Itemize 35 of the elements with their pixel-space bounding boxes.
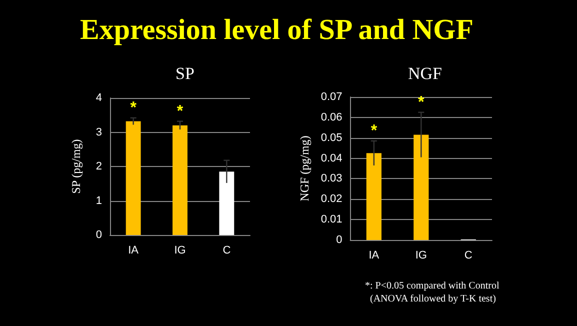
bar: [126, 121, 141, 235]
annotation: *: [176, 102, 184, 120]
y-tick-label: 0.06: [320, 111, 342, 124]
text: Expression level of SP and NGF: [79, 14, 474, 47]
bar: [219, 172, 234, 235]
bar: [366, 153, 382, 240]
annotation: *: [370, 122, 378, 140]
y-tick-label: 0: [336, 234, 342, 246]
chart-title: SP: [176, 64, 194, 83]
annotation: *: [130, 99, 138, 116]
x-tick-label: IA: [128, 244, 140, 256]
y-tick-label: 4: [96, 92, 102, 104]
y-tick-label: 1: [96, 194, 102, 207]
x-tick-label: C: [222, 244, 231, 256]
chart-title: NGF: [408, 64, 442, 83]
y-axis-title: NGF (pg/mg): [297, 136, 312, 202]
annotation: *: [418, 94, 426, 111]
y-tick-label: 2: [96, 160, 102, 172]
y-tick-label: 0.02: [320, 193, 342, 206]
x-tick-label: IG: [415, 250, 427, 262]
bar: [414, 134, 429, 240]
y-tick-label: 3: [96, 126, 102, 138]
x-tick-label: IG: [174, 244, 186, 256]
y-tick-label: 0.05: [320, 132, 342, 144]
bar: [172, 125, 188, 235]
y-tick-label: 0.07: [320, 91, 342, 103]
x-tick-label: C: [464, 250, 472, 262]
y-tick-label: 0.01: [320, 214, 342, 226]
text: *: P<0.05 compared with Control: [365, 280, 500, 292]
x-tick-label: IA: [368, 250, 380, 262]
y-tick-label: 0: [96, 229, 102, 241]
y-axis-title: SP (pg/mg): [69, 139, 83, 194]
text: (ANOVA followed by T-K test): [370, 294, 496, 304]
y-tick-label: 0.03: [320, 172, 342, 185]
y-tick-label: 0.04: [320, 152, 342, 164]
